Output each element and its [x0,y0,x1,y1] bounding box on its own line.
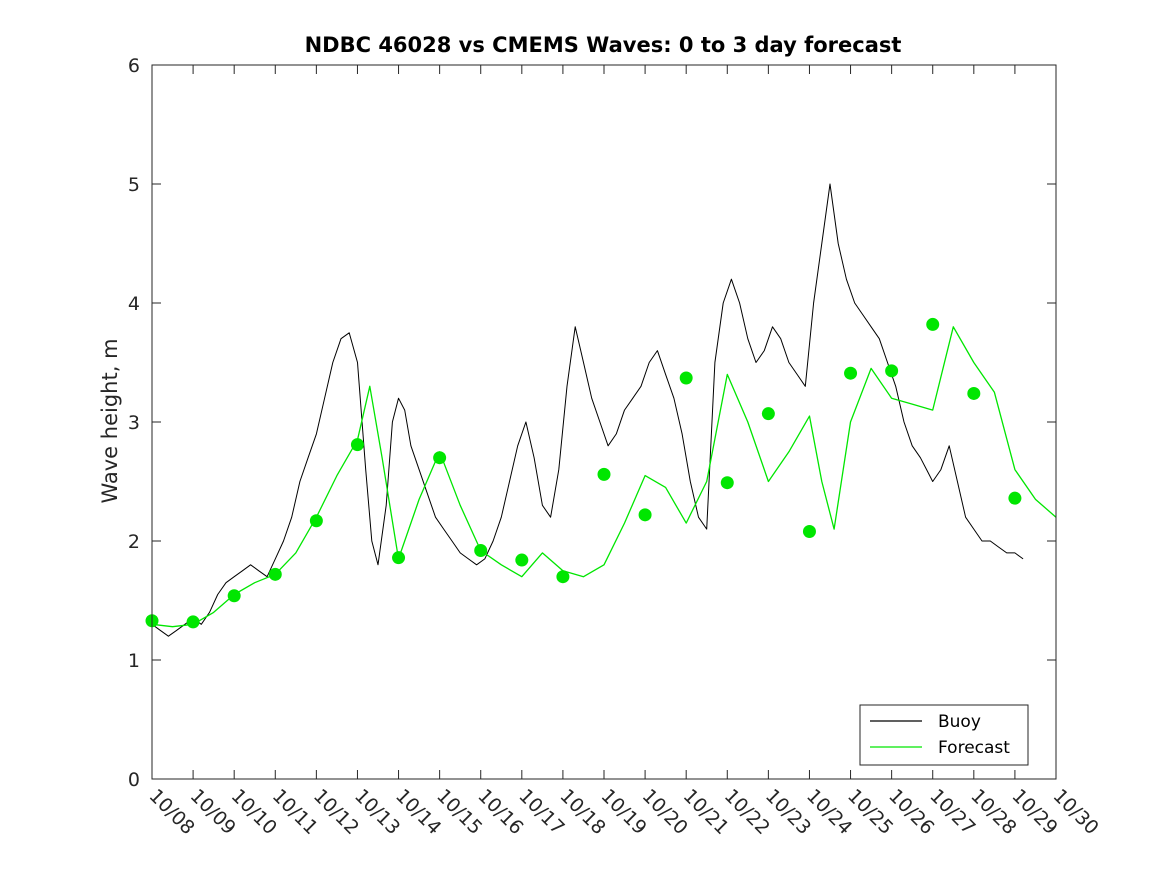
y-axis-label: Wave height, m [98,338,122,503]
x-tick-label: 10/12 [309,785,363,839]
forecast-marker [720,476,734,490]
forecast-marker [885,364,899,378]
x-tick-label: 10/18 [555,785,609,839]
y-tick-label: 2 [128,531,140,553]
forecast-marker [268,567,282,581]
forecast-marker [474,544,488,558]
x-tick-label: 10/26 [884,785,938,839]
x-tick-label: 10/29 [1007,785,1061,839]
y-axis-ticks: 0 1 2 3 4 5 6 [128,55,1056,791]
forecast-marker [638,508,652,522]
forecast-marker [761,407,775,421]
forecast-marker [926,317,940,331]
x-tick-label: 10/13 [350,785,404,839]
x-tick-label: 10/14 [391,785,445,839]
y-tick-label: 1 [128,650,140,672]
x-tick-label: 10/24 [802,785,856,839]
x-tick-label: 10/21 [679,785,733,839]
forecast-marker [433,451,447,465]
forecast-marker [350,438,364,452]
axes-box [151,64,1057,780]
x-tick-label: 10/25 [843,785,897,839]
x-tick-label: 10/16 [473,785,527,839]
x-tick-label: 10/17 [514,785,568,839]
forecast-marker [597,467,611,481]
x-tick-label: 10/22 [720,785,774,839]
forecast-marker [844,366,858,380]
x-tick-label: 10/30 [1049,785,1103,839]
forecast-marker [227,589,241,603]
forecast-marker [1008,491,1022,505]
y-tick-label: 5 [128,174,140,196]
x-tick-label: 10/20 [638,785,692,839]
series-line-buoy [151,183,1024,637]
y-tick-label: 6 [128,55,140,77]
forecast-marker [309,514,323,528]
y-tick-label: 0 [128,769,140,791]
x-tick-label: 10/08 [145,785,199,839]
series-line-forecast [151,326,1057,628]
chart-title: NDBC 46028 vs CMEMS Waves: 0 to 3 day fo… [305,33,902,57]
legend-box [859,704,1029,766]
x-tick-label: 10/11 [268,785,322,839]
x-tick-label: 10/23 [761,785,815,839]
x-tick-label: 10/19 [597,785,651,839]
x-tick-label: 10/10 [227,785,281,839]
legend-label: Buoy [938,712,981,732]
forecast-marker [515,553,529,567]
x-tick-label: 10/15 [432,785,486,839]
x-tick-label: 10/09 [186,785,240,839]
x-tick-label: 10/28 [966,785,1020,839]
x-tick-label: 10/27 [925,785,979,839]
y-tick-label: 4 [128,293,140,315]
y-tick-label: 3 [128,412,140,434]
forecast-marker [392,551,406,565]
forecast-marker [186,615,200,629]
plot-area [145,64,1057,780]
forecast-marker [967,386,981,400]
forecast-marker [679,371,693,385]
forecast-marker [802,524,816,538]
forecast-marker [556,570,570,584]
legend: Buoy Forecast [859,704,1029,766]
legend-label: Forecast [938,738,1010,758]
